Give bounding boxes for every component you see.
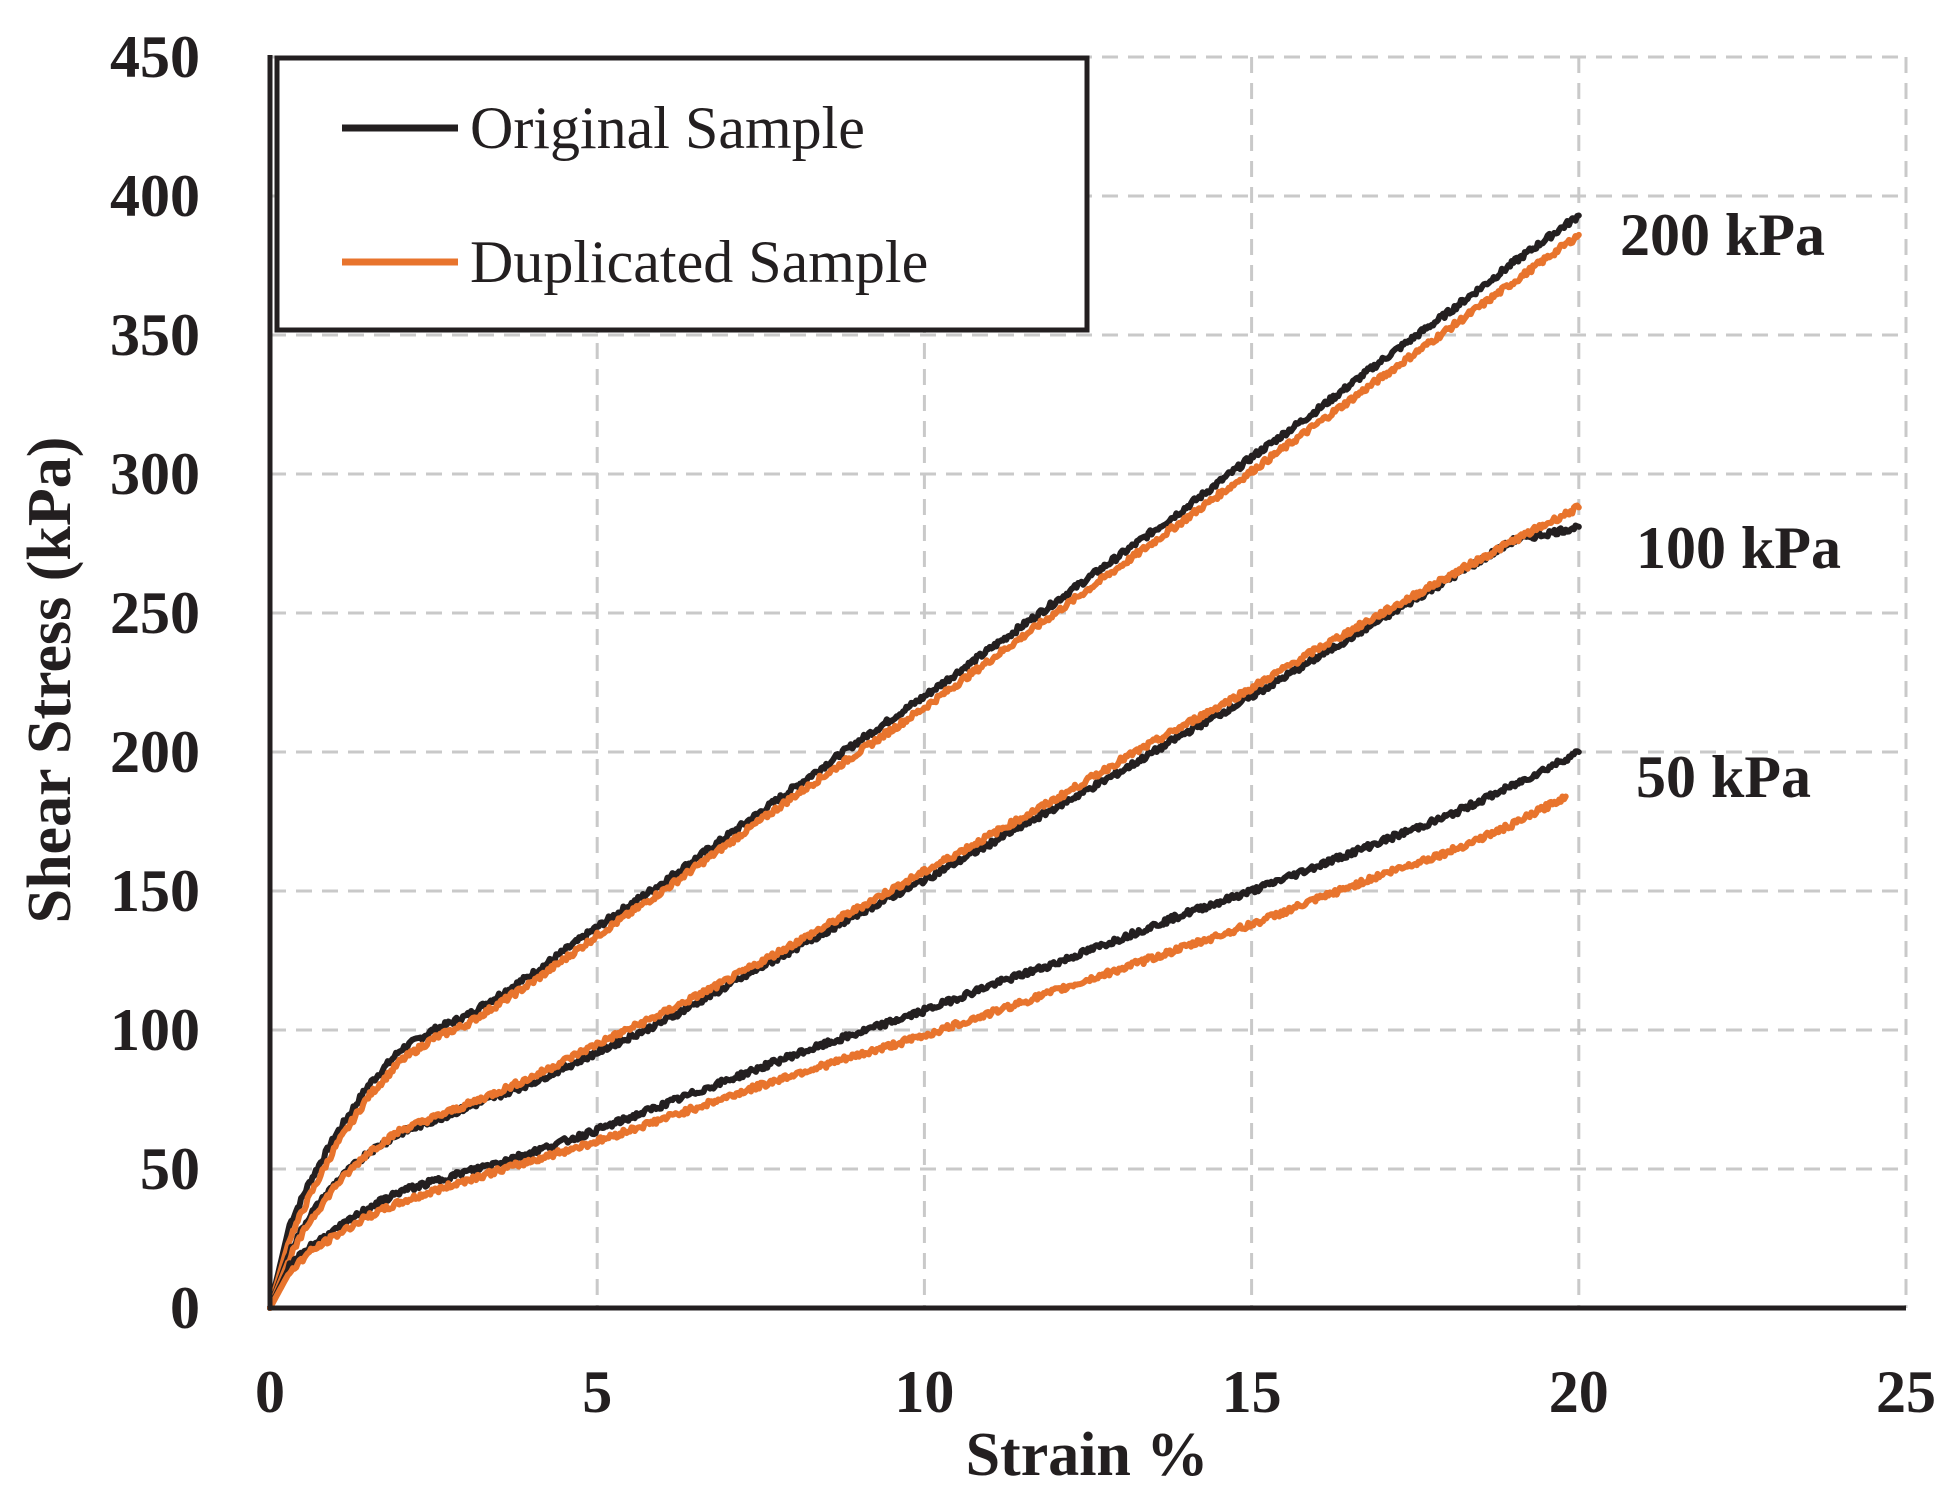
y-tick-label: 50 [140, 1136, 200, 1202]
annotation-100kpa: 100 kPa [1636, 515, 1841, 581]
x-tick-label: 20 [1549, 1359, 1609, 1425]
series-duplicated-100kpa [267, 502, 1582, 1311]
annotations: 200 kPa 100 kPa 50 kPa [1620, 202, 1841, 810]
legend: Original Sample Duplicated Sample [274, 55, 1090, 333]
y-tick-label: 300 [110, 441, 200, 507]
y-tick-label: 250 [110, 580, 200, 646]
y-tick-label: 0 [170, 1275, 200, 1341]
legend-label-original: Original Sample [470, 95, 865, 161]
y-tick-label: 350 [110, 302, 200, 368]
x-tick-label: 15 [1222, 1359, 1282, 1425]
series-duplicated-200kpa [267, 231, 1582, 1311]
legend-label-duplicated: Duplicated Sample [470, 229, 928, 295]
x-tick-label: 25 [1876, 1359, 1936, 1425]
annotation-50kpa: 50 kPa [1636, 744, 1811, 810]
legend-box [274, 55, 1090, 333]
x-tick-label: 10 [894, 1359, 954, 1425]
series-lines [267, 212, 1582, 1311]
axes [267, 55, 1906, 1311]
axis-titles: Strain % Shear Stress (kPa) [16, 437, 1208, 1489]
y-axis-title: Shear Stress (kPa) [16, 437, 84, 924]
series-duplicated-50kpa [267, 793, 1569, 1311]
y-tick-label: 150 [110, 858, 200, 924]
y-tick-label: 450 [110, 24, 200, 90]
x-tick-label: 0 [255, 1359, 285, 1425]
y-tick-label: 400 [110, 163, 200, 229]
annotation-200kpa: 200 kPa [1620, 202, 1825, 268]
x-axis-title: Strain % [966, 1421, 1209, 1489]
y-tick-label: 100 [110, 997, 200, 1063]
x-tick-label: 5 [582, 1359, 612, 1425]
series-original-50kpa [267, 748, 1582, 1311]
y-tick-label: 200 [110, 719, 200, 785]
